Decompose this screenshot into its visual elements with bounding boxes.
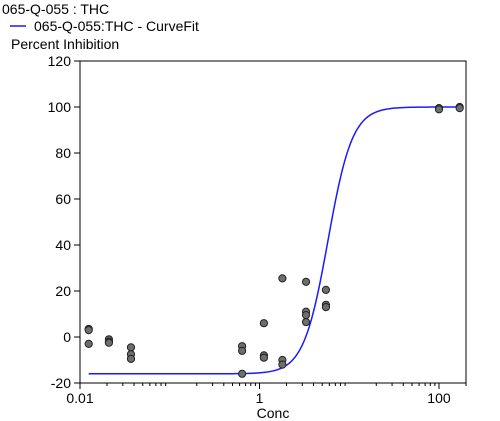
data-point	[259, 353, 269, 362]
y-tick-label: 0	[63, 329, 71, 345]
y-tick-label: 40	[55, 237, 71, 253]
y-tick-label: 120	[48, 53, 72, 69]
x-tick-label: 1	[256, 390, 264, 406]
data-point	[278, 274, 287, 283]
data-point	[301, 317, 311, 327]
data-point	[321, 285, 331, 294]
data-point	[259, 319, 269, 328]
data-point	[278, 360, 287, 369]
data-point	[126, 343, 136, 352]
data-point	[84, 326, 93, 335]
x-axis: 0.01 1 100	[66, 383, 467, 406]
y-tick-label: 100	[48, 99, 72, 115]
x-tick-label: 0.01	[66, 390, 93, 406]
y-axis-label: Percent Inhibition	[11, 36, 119, 52]
curve-fit-line	[88, 106, 460, 375]
y-tick-label: 80	[55, 145, 71, 161]
legend-label-curvefit: 065-Q-055:THC - CurveFit	[34, 18, 199, 34]
y-tick-label: -20	[51, 375, 71, 391]
data-point	[126, 354, 136, 363]
data-point	[455, 104, 464, 113]
data-point	[237, 346, 247, 355]
y-tick-label: 20	[55, 283, 71, 299]
data-point	[104, 338, 114, 347]
data-point	[301, 311, 311, 320]
chart-title: 065-Q-055 : THC	[2, 1, 109, 17]
plot-area: -20 0 20 40 60 80 100 120 0.01 1 100	[48, 53, 467, 406]
y-tick-label: 60	[55, 191, 71, 207]
data-point	[237, 369, 247, 378]
data-point	[321, 303, 331, 312]
data-point	[84, 339, 93, 348]
data-points	[84, 102, 464, 378]
data-point	[434, 105, 444, 114]
data-point	[301, 277, 311, 286]
x-axis-label: Conc	[257, 405, 290, 421]
plot-frame	[79, 60, 467, 384]
legend: 065-Q-055:THC - CurveFit	[10, 18, 199, 34]
y-axis: -20 0 20 40 60 80 100 120	[48, 53, 80, 391]
x-tick-label: 100	[427, 390, 451, 406]
